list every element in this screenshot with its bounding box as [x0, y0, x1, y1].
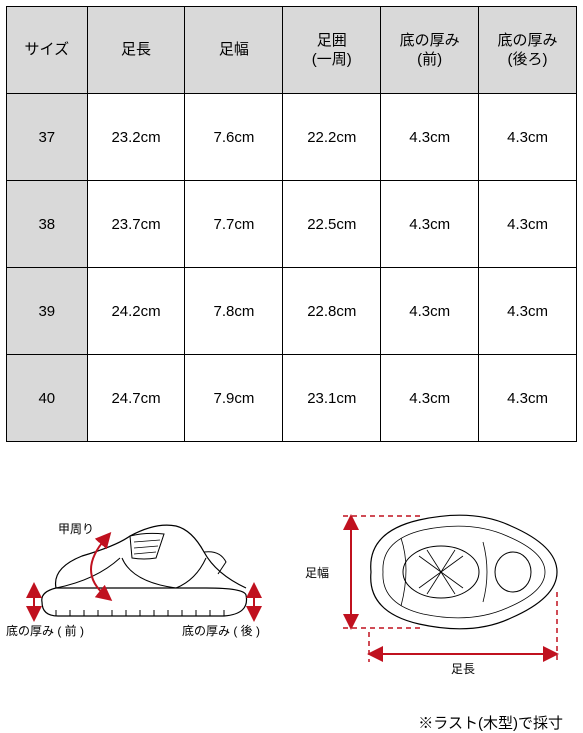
label-sole-back: 底の厚み ( 後 ) — [182, 622, 260, 639]
cell-value: 24.7cm — [87, 355, 185, 442]
cell-value: 7.6cm — [185, 94, 283, 181]
cell-value: 4.3cm — [381, 181, 479, 268]
cell-value: 7.8cm — [185, 268, 283, 355]
size-chart-table: サイズ 足長 足幅 足囲(一周) 底の厚み(前) 底の厚み(後ろ) 37 23.… — [6, 6, 577, 442]
cell-value: 4.3cm — [479, 355, 577, 442]
header-girth: 足囲(一周) — [283, 7, 381, 94]
shoe-top-diagram: 足幅 足長 — [301, 502, 571, 712]
cell-value: 24.2cm — [87, 268, 185, 355]
cell-value: 4.3cm — [381, 268, 479, 355]
cell-value: 7.9cm — [185, 355, 283, 442]
cell-size: 39 — [7, 268, 88, 355]
table-row: 39 24.2cm 7.8cm 22.8cm 4.3cm 4.3cm — [7, 268, 577, 355]
shoe-top-svg — [301, 502, 571, 712]
header-length: 足長 — [87, 7, 185, 94]
shoe-side-diagram: 甲周り 底の厚み ( 前 ) 底の厚み ( 後 ) — [6, 502, 281, 662]
table-row: 40 24.7cm 7.9cm 23.1cm 4.3cm 4.3cm — [7, 355, 577, 442]
cell-size: 37 — [7, 94, 88, 181]
header-size: サイズ — [7, 7, 88, 94]
cell-value: 4.3cm — [479, 181, 577, 268]
table-row: 38 23.7cm 7.7cm 22.5cm 4.3cm 4.3cm — [7, 181, 577, 268]
label-sole-front: 底の厚み ( 前 ) — [6, 622, 84, 639]
label-instep: 甲周り — [58, 520, 94, 537]
cell-value: 22.8cm — [283, 268, 381, 355]
cell-value: 22.2cm — [283, 94, 381, 181]
header-sole-back: 底の厚み(後ろ) — [479, 7, 577, 94]
cell-value: 4.3cm — [479, 94, 577, 181]
cell-value: 4.3cm — [479, 268, 577, 355]
header-sole-front: 底の厚み(前) — [381, 7, 479, 94]
cell-value: 23.1cm — [283, 355, 381, 442]
cell-value: 4.3cm — [381, 94, 479, 181]
label-width: 足幅 — [305, 564, 329, 581]
cell-value: 4.3cm — [381, 355, 479, 442]
cell-value: 23.2cm — [87, 94, 185, 181]
cell-size: 40 — [7, 355, 88, 442]
cell-value: 22.5cm — [283, 181, 381, 268]
label-length: 足長 — [451, 660, 475, 677]
table-row: 37 23.2cm 7.6cm 22.2cm 4.3cm 4.3cm — [7, 94, 577, 181]
table-header-row: サイズ 足長 足幅 足囲(一周) 底の厚み(前) 底の厚み(後ろ) — [7, 7, 577, 94]
cell-value: 23.7cm — [87, 181, 185, 268]
footnote: ※ラスト(木型)で採寸 — [0, 712, 583, 733]
cell-size: 38 — [7, 181, 88, 268]
cell-value: 7.7cm — [185, 181, 283, 268]
header-width: 足幅 — [185, 7, 283, 94]
